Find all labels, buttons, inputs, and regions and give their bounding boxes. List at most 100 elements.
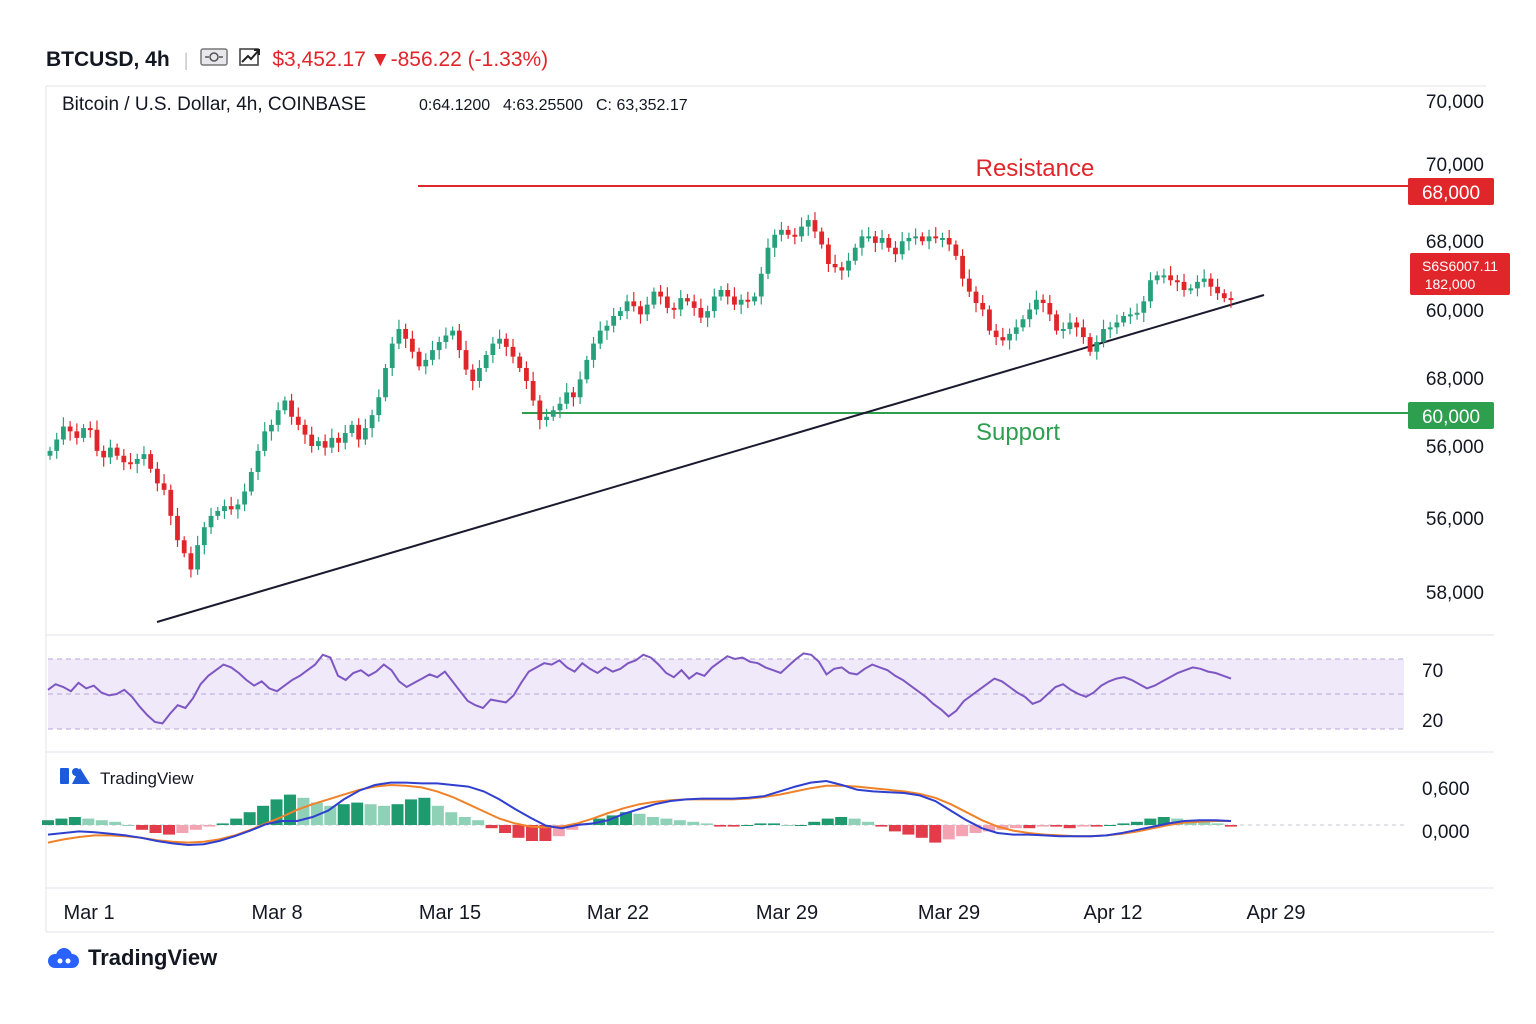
support-label: Support: [976, 419, 1060, 446]
candle: [852, 247, 858, 261]
candle: [1027, 309, 1033, 320]
macd-histogram-bar: [1144, 818, 1157, 825]
candle: [148, 454, 154, 469]
candle: [222, 506, 227, 511]
candle: [54, 439, 60, 451]
candle: [544, 416, 549, 420]
candle: [114, 447, 120, 456]
rsi-axis-label: 70: [1422, 661, 1443, 682]
candle: [67, 426, 73, 432]
macd-histogram-bar: [243, 812, 256, 825]
candle: [1101, 329, 1106, 342]
candle: [188, 553, 194, 570]
candle: [819, 231, 825, 245]
current-tag-line1: S6S6007.11: [1422, 258, 1498, 274]
candle: [450, 330, 456, 336]
candle: [711, 296, 717, 312]
macd-histogram-bar: [95, 820, 108, 825]
price-change: ▼-856.22 (-1.33%): [369, 48, 549, 71]
time-axis-label: Mar 22: [587, 902, 649, 924]
candle: [859, 236, 865, 248]
candle: [336, 437, 341, 443]
candle: [235, 504, 241, 510]
last-price: $3,452.17: [272, 48, 366, 71]
candle: [436, 342, 442, 351]
legend-title: Bitcoin / U.S. Dollar, 4h, COINBASE: [62, 94, 366, 115]
macd-histogram-bar: [1050, 825, 1063, 827]
macd-histogram-bar: [216, 823, 229, 825]
candle: [101, 450, 107, 458]
candle: [698, 307, 704, 318]
macd-histogram-bar: [781, 825, 794, 826]
macd-histogram-bar: [1198, 821, 1211, 825]
macd-histogram-bar: [552, 825, 565, 837]
macd-histogram-bar: [888, 825, 901, 832]
candle: [604, 325, 610, 331]
macd-histogram-bar: [862, 821, 875, 825]
candle: [208, 515, 214, 528]
candle: [215, 511, 221, 516]
candle: [913, 236, 919, 239]
candle: [1034, 299, 1039, 310]
candle: [584, 359, 590, 380]
macd-histogram-bar: [794, 825, 807, 826]
candle: [765, 247, 771, 274]
candle: [651, 291, 657, 305]
macd-histogram-bar: [445, 812, 458, 825]
candlestick-series[interactable]: [47, 212, 1234, 578]
candle: [128, 462, 133, 465]
candle: [61, 426, 66, 440]
macd-histogram-bar: [257, 805, 270, 825]
candle: [1141, 301, 1147, 313]
candle: [591, 343, 596, 360]
price-axis-label: 56,000: [1426, 509, 1484, 530]
candle: [349, 424, 355, 433]
candle: [74, 431, 80, 438]
macd-histogram-bar: [1063, 825, 1076, 829]
candle: [121, 455, 127, 463]
candle: [832, 264, 838, 268]
macd-histogram-bar: [1023, 825, 1036, 829]
footer-brand[interactable]: TradingView: [46, 945, 217, 971]
macd-histogram-bar: [835, 817, 848, 825]
macd-histogram-bar: [1157, 817, 1170, 825]
candle: [154, 468, 160, 484]
macd-histogram-bar: [808, 821, 821, 825]
macd-histogram-bar: [351, 802, 364, 825]
candle: [524, 368, 529, 381]
symbol-title[interactable]: BTCUSD, 4h: [46, 48, 170, 71]
candle: [168, 489, 174, 516]
current-price-tag: S6S6007.11 182,000: [1410, 253, 1510, 295]
indicator-trend-icon[interactable]: [238, 46, 262, 74]
time-axis-label: Mar 8: [251, 902, 302, 924]
candle: [993, 330, 999, 338]
candle: [953, 244, 959, 256]
macd-line[interactable]: [47, 779, 1232, 847]
candle: [893, 247, 898, 255]
candle: [631, 301, 637, 307]
candle: [483, 355, 489, 368]
time-axis: Mar 1 Mar 8 Mar 15 Mar 22 Mar 29 Mar 29 …: [63, 902, 1305, 924]
macd-histogram-bar: [162, 825, 175, 835]
macd-histogram-bar: [391, 804, 404, 825]
trendline[interactable]: [156, 294, 1265, 623]
candle: [497, 338, 502, 344]
candle: [403, 329, 409, 339]
candle: [718, 290, 724, 297]
rsi-line[interactable]: [47, 652, 1232, 725]
candle: [664, 296, 670, 308]
candle: [302, 424, 308, 435]
macd-histogram-bar: [283, 794, 296, 825]
candle: [1221, 293, 1227, 299]
candle: [705, 311, 711, 318]
candle: [973, 291, 979, 303]
candle: [1181, 281, 1187, 290]
rsi-axis-label: 20: [1422, 711, 1443, 732]
candle: [839, 267, 845, 271]
macd-histogram-bar: [741, 825, 754, 826]
chart-type-icon[interactable]: [200, 46, 229, 74]
candle: [1188, 288, 1194, 291]
candle: [691, 301, 697, 308]
candle: [537, 400, 543, 420]
